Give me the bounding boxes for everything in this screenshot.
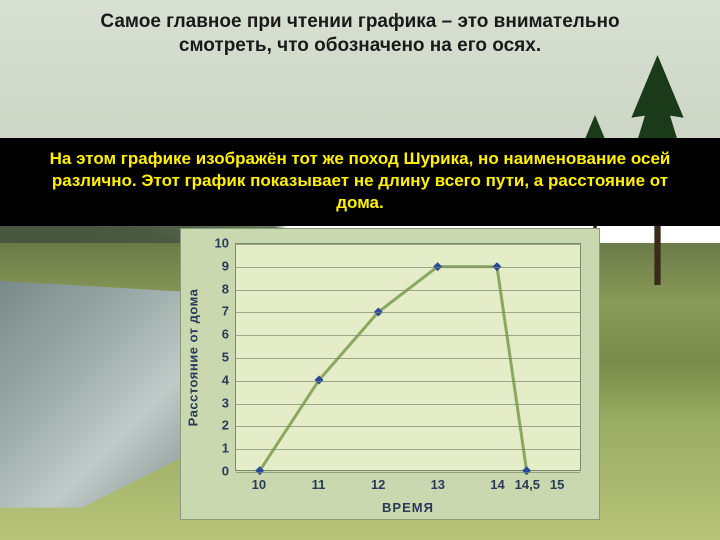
x-tick-label: 12 <box>371 477 385 492</box>
y-tick-label: 3 <box>207 395 229 410</box>
y-tick-label: 0 <box>207 464 229 479</box>
x-tick-label: 10 <box>252 477 266 492</box>
gridline <box>236 472 580 473</box>
data-marker <box>522 466 531 475</box>
x-tick-label: 15 <box>550 477 564 492</box>
gridline <box>236 381 580 382</box>
y-tick-label: 4 <box>207 372 229 387</box>
y-tick-label: 2 <box>207 418 229 433</box>
x-tick-label: 14 <box>490 477 504 492</box>
y-tick-label: 1 <box>207 441 229 456</box>
x-tick-label: 14,5 <box>515 477 540 492</box>
gridline <box>236 244 580 245</box>
plot-area <box>235 243 581 471</box>
caption-band: На этом графике изображён тот же поход Ш… <box>0 138 720 226</box>
gridline <box>236 449 580 450</box>
y-axis-label: Расстояние от дома <box>184 243 202 471</box>
chart: Расстояние от дома ВРЕМЯ 012345678910101… <box>180 228 600 520</box>
gridline <box>236 267 580 268</box>
gridline <box>236 358 580 359</box>
y-tick-label: 9 <box>207 258 229 273</box>
gridline <box>236 290 580 291</box>
series-line <box>260 267 527 471</box>
x-tick-label: 13 <box>431 477 445 492</box>
y-tick-label: 6 <box>207 327 229 342</box>
y-tick-label: 8 <box>207 281 229 296</box>
gridline <box>236 404 580 405</box>
y-tick-label: 7 <box>207 304 229 319</box>
gridline <box>236 335 580 336</box>
slide: Самое главное при чтении графика – это в… <box>0 0 720 540</box>
y-tick-label: 10 <box>207 236 229 251</box>
x-axis-label: ВРЕМЯ <box>235 500 581 515</box>
x-tick-label: 11 <box>312 477 326 492</box>
gridline <box>236 312 580 313</box>
slide-title: Самое главное при чтении графика – это в… <box>80 10 640 58</box>
gridline <box>236 426 580 427</box>
y-tick-label: 5 <box>207 350 229 365</box>
